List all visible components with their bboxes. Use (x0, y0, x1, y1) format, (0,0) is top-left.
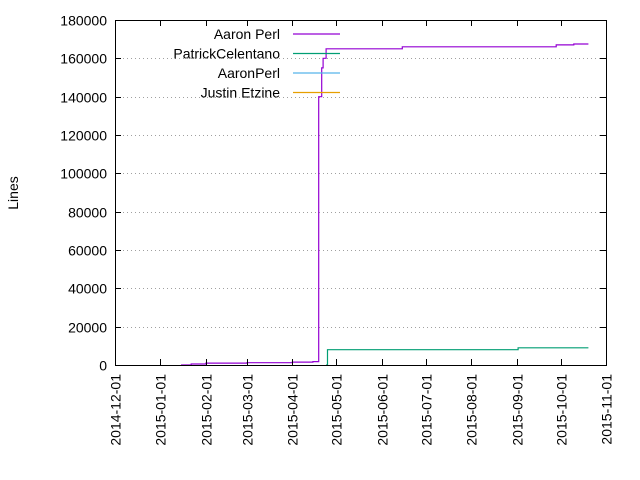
x-tick-label: 2015-01-01 (153, 374, 169, 446)
legend-label: Justin Etzine (201, 85, 281, 101)
x-tick-label: 2015-08-01 (464, 374, 480, 446)
y-axis-label: Lines (5, 176, 21, 209)
x-tick-label: 2015-07-01 (419, 374, 435, 446)
y-tick-label: 60000 (68, 243, 107, 259)
y-tick-label: 160000 (60, 51, 107, 67)
y-tick-label: 20000 (68, 320, 107, 336)
grid-lines (115, 58, 606, 328)
x-tick-label: 2014-12-01 (108, 374, 124, 446)
series-line (326, 347, 589, 366)
legend-label: PatrickCelentano (173, 46, 280, 62)
y-tick-label: 100000 (60, 166, 107, 182)
legend-label: Aaron Perl (214, 26, 280, 42)
x-tick-label: 2015-03-01 (240, 374, 256, 446)
x-tick-label: 2015-06-01 (375, 374, 391, 446)
x-tick-label: 2015-11-01 (599, 374, 615, 445)
legend: Aaron Perl PatrickCelentano AaronPerl Justi… (173, 26, 340, 101)
y-tick-label: 80000 (68, 205, 107, 221)
y-axis-ticks: 0 20000 40000 60000 80000 100000 120000 140000 1… (60, 13, 606, 374)
y-tick-label: 0 (99, 358, 107, 374)
legend-label: AaronPerl (218, 65, 280, 81)
y-tick-label: 120000 (60, 128, 107, 144)
x-tick-label: 2015-05-01 (329, 374, 345, 446)
x-tick-label: 2015-10-01 (554, 374, 570, 446)
x-tick-label: 2015-02-01 (199, 374, 215, 446)
plot-frame (115, 20, 607, 366)
y-tick-label: 140000 (60, 90, 107, 106)
series-line (181, 43, 589, 366)
y-tick-label: 180000 (60, 13, 107, 29)
x-tick-label: 2015-09-01 (510, 374, 526, 446)
y-tick-label: 40000 (68, 281, 107, 297)
x-axis-ticks: 2014-12-01 2015-01-01 2015-02-01 2015-03-01… (108, 20, 615, 446)
x-tick-label: 2015-04-01 (285, 374, 301, 446)
